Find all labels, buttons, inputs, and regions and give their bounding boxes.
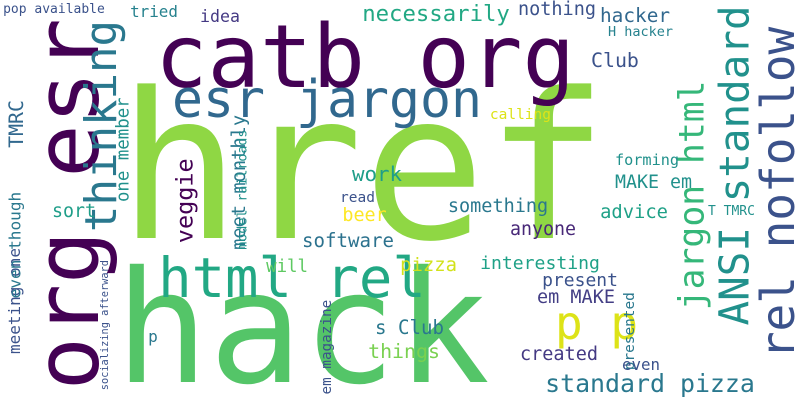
word-idea: idea	[200, 6, 240, 26]
word-href: href	[118, 48, 609, 286]
word-even: even	[622, 355, 661, 375]
word-something: something	[447, 196, 549, 218]
word-h-hacker: H hacker	[608, 23, 674, 40]
word-sort: sort	[52, 200, 97, 222]
word-interesting: interesting	[480, 253, 600, 274]
word-jargon-html: jargon html	[672, 80, 713, 310]
word-club: Club	[591, 49, 639, 72]
word-software: software	[302, 228, 394, 252]
word-model-railroads: model railroads	[235, 129, 251, 251]
word-ansi-standard: ANSI standard	[710, 4, 759, 325]
word-rel-nofollow: rel nofollow	[750, 26, 800, 360]
word-work: work	[352, 162, 403, 187]
word-make-em: MAKE em	[615, 171, 693, 193]
word-html-rel: html rel	[158, 246, 426, 312]
word-necessarily: necessarily	[362, 1, 510, 28]
word-anyone: anyone	[510, 218, 577, 240]
word-tried: tried	[130, 2, 178, 21]
word-things: things	[368, 340, 440, 363]
word-will: will	[266, 257, 308, 278]
word-socializing-afterward: socializing afterward	[98, 259, 111, 391]
word-em-magazine: em magazine	[318, 300, 335, 395]
word-beer: beer	[342, 204, 387, 226]
word-read: read	[340, 189, 375, 206]
word-em-make: em MAKE	[537, 286, 615, 308]
word-advice: advice	[600, 202, 668, 224]
word-p: p	[148, 327, 158, 346]
word-standard-pizza: standard pizza	[545, 369, 755, 398]
word-one-member: one member	[113, 97, 134, 202]
word-esr-jargon: esr jargon	[172, 70, 483, 131]
word-pizza: pizza	[400, 253, 457, 276]
word-nothing: nothing	[518, 0, 596, 21]
word-t-tmrc: T TMRC	[708, 204, 755, 219]
word-present: present	[542, 270, 618, 291]
word-catb-org: catb org	[155, 5, 575, 108]
word-tmrc: TMRC	[5, 100, 28, 148]
word-even-though: even though	[4, 191, 24, 299]
word-created: created	[520, 343, 598, 365]
word-hack: hack	[115, 237, 490, 400]
word-p-p: p p	[555, 296, 639, 350]
word-calling: calling	[489, 106, 551, 123]
word-s-club: s Club	[375, 315, 444, 339]
word-hacker: hacker	[600, 3, 671, 27]
word-pop-available: pop available	[3, 1, 105, 17]
word-veggie: veggie	[170, 158, 199, 243]
word-forming: forming	[615, 151, 680, 170]
